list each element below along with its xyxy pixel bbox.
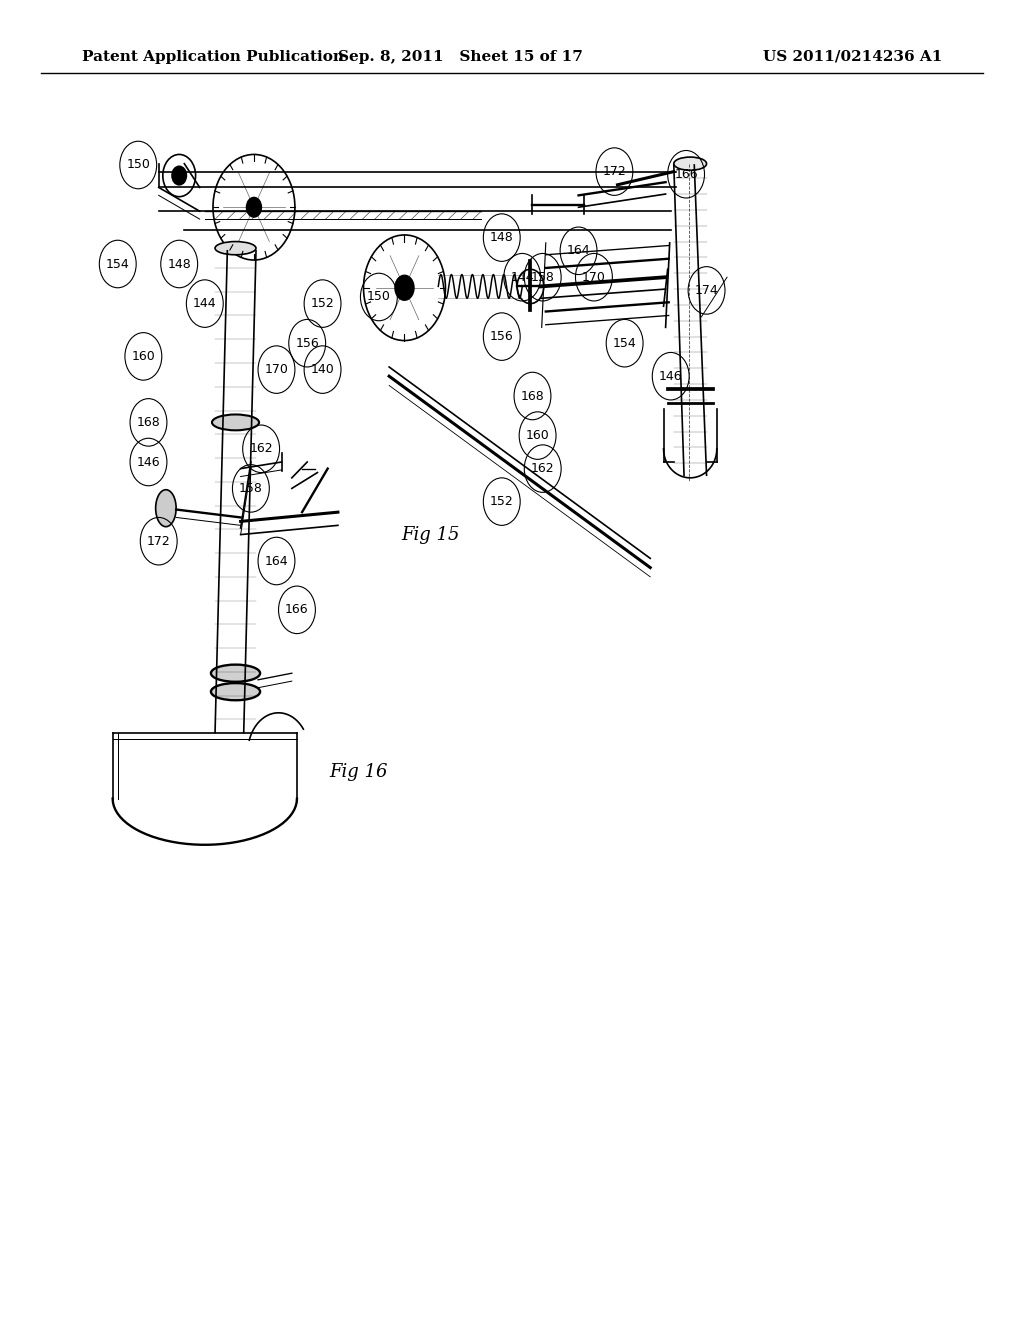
Ellipse shape: [156, 490, 176, 527]
Ellipse shape: [215, 242, 256, 255]
Text: 146: 146: [136, 455, 161, 469]
Text: 168: 168: [136, 416, 161, 429]
Circle shape: [394, 275, 415, 301]
Text: 150: 150: [126, 158, 151, 172]
Ellipse shape: [674, 157, 707, 170]
Text: 172: 172: [146, 535, 171, 548]
Text: 168: 168: [520, 389, 545, 403]
Text: 150: 150: [367, 290, 391, 304]
Text: 156: 156: [489, 330, 514, 343]
Text: 166: 166: [285, 603, 309, 616]
Text: 152: 152: [310, 297, 335, 310]
Text: 174: 174: [694, 284, 719, 297]
Text: 164: 164: [566, 244, 591, 257]
Text: 170: 170: [264, 363, 289, 376]
Text: 146: 146: [658, 370, 683, 383]
Text: 166: 166: [674, 168, 698, 181]
Text: 158: 158: [530, 271, 555, 284]
Ellipse shape: [211, 665, 260, 682]
Text: 154: 154: [105, 257, 130, 271]
Ellipse shape: [212, 414, 259, 430]
Ellipse shape: [211, 684, 260, 701]
Text: Fig 16: Fig 16: [329, 763, 388, 781]
Text: Fig 15: Fig 15: [400, 525, 460, 544]
Text: 170: 170: [582, 271, 606, 284]
Text: Sep. 8, 2011   Sheet 15 of 17: Sep. 8, 2011 Sheet 15 of 17: [338, 50, 584, 63]
Text: 152: 152: [489, 495, 514, 508]
Text: 156: 156: [295, 337, 319, 350]
Text: 148: 148: [167, 257, 191, 271]
Text: 160: 160: [131, 350, 156, 363]
Text: 144: 144: [510, 271, 535, 284]
Text: 172: 172: [602, 165, 627, 178]
Text: 158: 158: [239, 482, 263, 495]
Text: 164: 164: [264, 554, 289, 568]
Text: 162: 162: [530, 462, 555, 475]
Text: 148: 148: [489, 231, 514, 244]
Text: Patent Application Publication: Patent Application Publication: [82, 50, 344, 63]
Text: US 2011/0214236 A1: US 2011/0214236 A1: [763, 50, 942, 63]
Circle shape: [172, 166, 186, 185]
Text: 144: 144: [193, 297, 217, 310]
Text: 140: 140: [310, 363, 335, 376]
Text: 162: 162: [249, 442, 273, 455]
Circle shape: [246, 197, 262, 218]
Text: 154: 154: [612, 337, 637, 350]
Text: 160: 160: [525, 429, 550, 442]
